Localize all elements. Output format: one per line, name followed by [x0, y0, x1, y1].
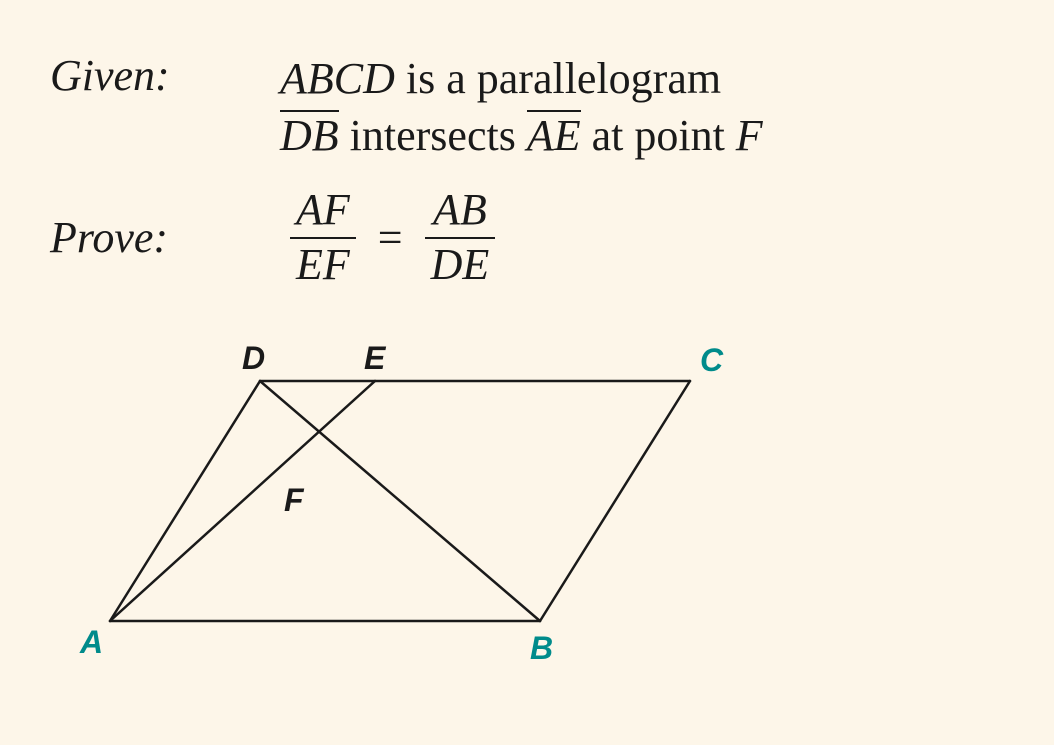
- given-seg-abcd: ABCD: [280, 54, 395, 103]
- given-line1: ABCD is a parallelogram: [280, 50, 763, 107]
- svg-text:E: E: [364, 340, 387, 376]
- given-line2-post: at point: [581, 111, 736, 160]
- prove-block: Prove: AF EF = AB DE: [50, 184, 1004, 291]
- given-line2-mid: intersects: [339, 111, 527, 160]
- given-point-f: F: [736, 111, 763, 160]
- given-label: Given:: [50, 50, 280, 101]
- diagram-svg: A B C D E F: [70, 321, 830, 681]
- svg-text:D: D: [242, 340, 265, 376]
- geometry-diagram: A B C D E F: [70, 321, 1004, 681]
- frac1-den: EF: [290, 239, 356, 291]
- fraction-af-ef: AF EF: [290, 184, 356, 291]
- prove-label: Prove:: [50, 212, 280, 263]
- svg-text:A: A: [79, 624, 103, 660]
- svg-text:B: B: [530, 630, 553, 666]
- given-line2: DB intersects AE at point F: [280, 107, 763, 164]
- equals-sign: =: [378, 209, 403, 266]
- svg-text:C: C: [700, 342, 724, 378]
- svg-text:F: F: [284, 482, 305, 518]
- given-seg-ae: AE: [527, 107, 581, 164]
- frac2-den: DE: [425, 239, 496, 291]
- frac2-num: AB: [427, 184, 493, 236]
- given-seg-db: DB: [280, 107, 339, 164]
- given-block: Given: ABCD is a parallelogram DB inters…: [50, 50, 1004, 164]
- given-line1-mid: is a parallelogram: [395, 54, 721, 103]
- given-content: ABCD is a parallelogram DB intersects AE…: [280, 50, 763, 164]
- fraction-ab-de: AB DE: [425, 184, 496, 291]
- prove-content: AF EF = AB DE: [280, 184, 505, 291]
- frac1-num: AF: [290, 184, 356, 236]
